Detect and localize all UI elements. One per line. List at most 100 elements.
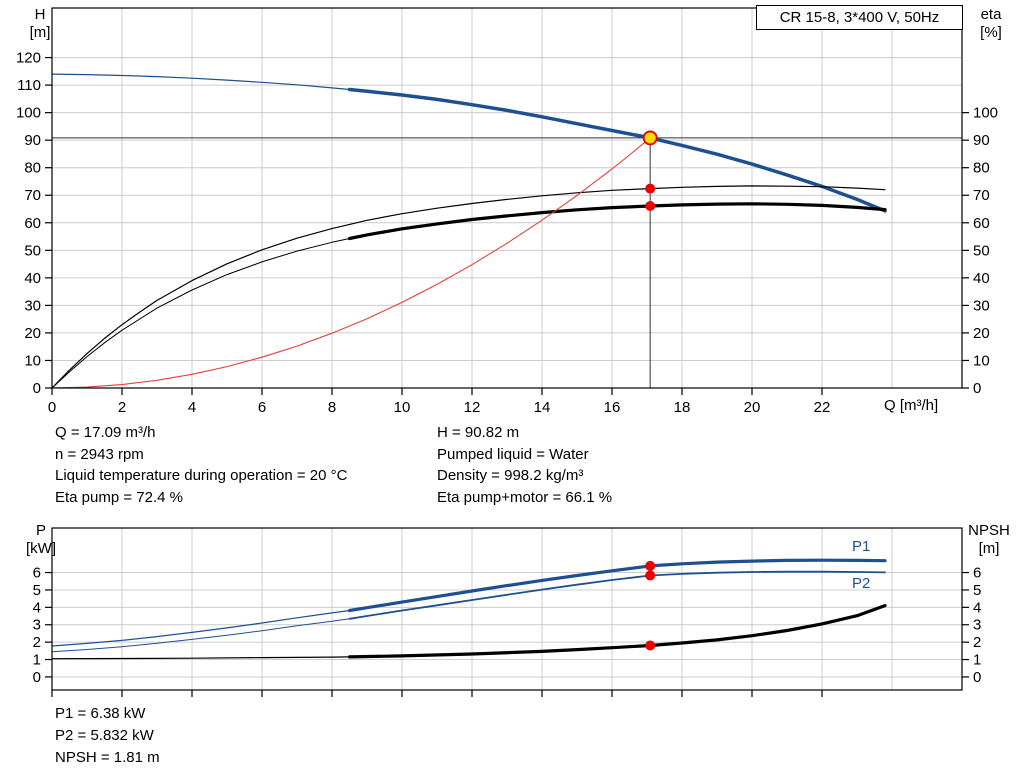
plot-frame — [51, 7, 963, 389]
y-right-tick-label: 70 — [973, 187, 990, 204]
series-eta-pump-thin — [51, 185, 886, 389]
y-left-tick-label: 90 — [24, 132, 41, 149]
x-tick-label: 20 — [744, 399, 761, 416]
info-eta-pump: Eta pump = 72.4 % — [55, 488, 183, 506]
info-head: H = 90.82 m — [437, 424, 520, 441]
y-right-tick-label: 2 — [973, 634, 981, 651]
value-marker — [645, 183, 656, 194]
y-right-tick-label: 50 — [973, 242, 990, 259]
y-left-tick-label: 0 — [33, 669, 41, 686]
p1-curve-label: P1 — [852, 538, 871, 555]
info-pumped-liquid: Pumped liquid = Water — [437, 445, 589, 463]
y-left-tick-label: 50 — [24, 242, 41, 259]
y-left-tick-label: 20 — [24, 325, 41, 342]
y-left-tick-label: 120 — [16, 50, 41, 67]
y-left-tick-label: 10 — [24, 352, 41, 369]
y-axis-title-power-symbol: P — [35, 522, 46, 539]
readout-npsh: NPSH = 1.81 m — [55, 749, 160, 766]
gridlines — [52, 528, 962, 690]
series-eta-total-thin — [51, 238, 350, 389]
x-axis-title-flow: Q [m³/h] — [884, 397, 939, 414]
series-h-curve-thin — [51, 73, 351, 91]
duty-info-right-column: H = 90.82 m Pumped liquid = Water Densit… — [437, 422, 612, 508]
series-eta-total-thick — [347, 202, 887, 241]
y-right-tick-label: 10 — [973, 352, 990, 369]
y-left-tick-label: 6 — [33, 565, 41, 582]
duty-point-marker[interactable] — [642, 130, 658, 146]
y-left-tick-label: 80 — [24, 160, 41, 177]
y-left-tick-label: 4 — [33, 599, 41, 616]
info-flow: Q = 17.09 m³/h — [55, 424, 156, 441]
readout-p2: P2 = 5.832 kW — [55, 727, 154, 744]
y-left-tick-label: 70 — [24, 187, 41, 204]
info-speed: n = 2943 rpm — [55, 445, 144, 463]
y-axis-title-eta-unit: [%] — [980, 24, 1002, 41]
y-left-tick-label: 60 — [24, 215, 41, 232]
y-right-tick-label: 90 — [973, 132, 990, 149]
y-right-tick-label: 60 — [973, 215, 990, 232]
y-left-tick-label: 5 — [33, 582, 41, 599]
y-left-tick-label: 110 — [17, 77, 41, 94]
tick-marks — [45, 56, 969, 395]
qh-eta-chart: 0102030405060708090100110120010203040506… — [16, 7, 998, 416]
y-left-tick-label: 2 — [33, 634, 41, 651]
y-right-tick-label: 0 — [973, 380, 981, 397]
series-p2-thin — [51, 618, 350, 653]
series-h-curve-thick — [347, 87, 887, 213]
y-right-tick-label: 40 — [973, 270, 990, 287]
value-marker — [645, 570, 656, 581]
series-p1-thin — [51, 609, 351, 647]
y-axis-title-head-unit: [m] — [29, 24, 51, 41]
y-left-tick-label: 1 — [33, 652, 41, 669]
readout-p1: P1 = 6.38 kW — [55, 705, 146, 722]
y-left-tick-label: 3 — [33, 617, 41, 634]
y-right-tick-label: 4 — [973, 599, 981, 616]
series-p1-thick — [347, 558, 887, 613]
x-tick-label: 6 — [258, 399, 266, 416]
p2-curve-label: P2 — [852, 575, 871, 592]
y-right-tick-label: 3 — [973, 617, 981, 634]
pump-designation-box: CR 15-8, 3*400 V, 50Hz — [756, 5, 963, 30]
x-tick-label: 12 — [464, 399, 481, 416]
y-axis-title-npsh-symbol: NPSH — [968, 522, 1010, 539]
plot-frame — [51, 527, 963, 691]
tick-marks — [45, 571, 969, 697]
x-tick-label: 4 — [188, 399, 196, 416]
series-npsh-thin — [51, 656, 351, 660]
y-axis-title-power-unit: [kW] — [26, 540, 56, 557]
y-axis-title-power: P [kW] — [20, 522, 62, 558]
y-right-tick-label: 100 — [973, 105, 998, 122]
series-p2-thick — [348, 570, 886, 620]
y-axis-title-eta: eta [%] — [968, 6, 1014, 42]
power-npsh-readout: P1 = 6.38 kW P2 = 5.832 kW NPSH = 1.81 m — [55, 703, 160, 769]
y-axis-title-head: H [m] — [22, 6, 58, 42]
gridlines — [52, 8, 962, 388]
value-marker — [645, 560, 656, 571]
y-left-tick-label: 100 — [16, 105, 41, 122]
x-tick-label: 10 — [394, 399, 411, 416]
value-marker — [645, 640, 656, 651]
y-axis-title-npsh: NPSH [m] — [960, 522, 1018, 558]
series-npsh-thick — [347, 603, 887, 659]
value-marker — [645, 200, 656, 211]
y-right-tick-label: 20 — [973, 325, 990, 342]
series-system-curve — [51, 137, 651, 389]
x-tick-label: 8 — [328, 399, 336, 416]
y-left-tick-label: 40 — [24, 270, 41, 287]
y-left-tick-label: 0 — [33, 380, 41, 397]
y-axis-title-eta-symbol: eta — [980, 6, 1002, 23]
y-right-tick-label: 80 — [973, 160, 990, 177]
y-left-tick-label: 30 — [24, 297, 41, 314]
x-tick-label: 0 — [48, 399, 56, 416]
y-right-tick-label: 30 — [973, 297, 990, 314]
x-tick-label: 14 — [534, 399, 551, 416]
y-right-tick-label: 0 — [973, 669, 981, 686]
x-tick-label: 16 — [604, 399, 621, 416]
y-axis-title-npsh-unit: [m] — [978, 540, 1000, 557]
y-right-tick-label: 1 — [973, 652, 981, 669]
x-tick-label: 18 — [674, 399, 691, 416]
